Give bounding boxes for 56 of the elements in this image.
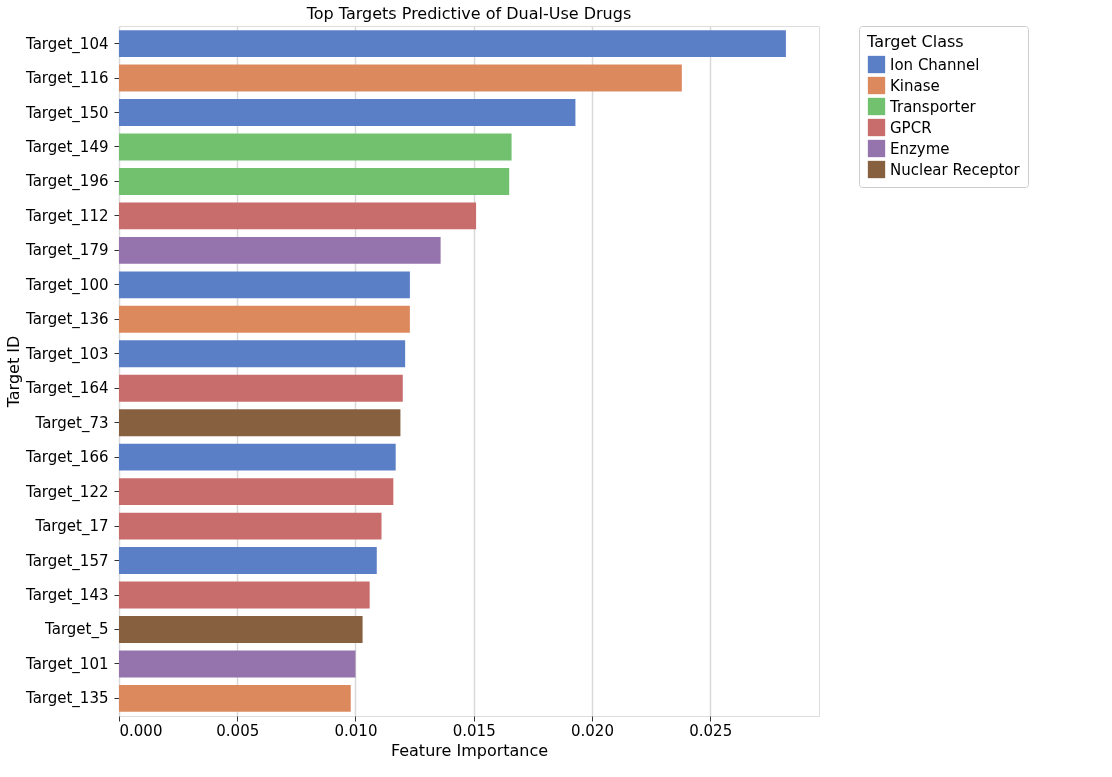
bar xyxy=(119,30,786,58)
x-tick-label: 0.010 xyxy=(334,721,378,740)
legend-label: Transporter xyxy=(889,97,977,116)
legend-label: Ion Channel xyxy=(890,55,980,74)
legend-label: Enzyme xyxy=(890,139,950,158)
y-tick-label: Target_112 xyxy=(24,206,109,226)
y-tick-label: Target_164 xyxy=(24,379,109,399)
bar xyxy=(119,443,396,471)
y-tick-label: Target_157 xyxy=(24,551,109,571)
y-tick-label: Target_122 xyxy=(24,482,109,502)
x-tick-label: 0.025 xyxy=(689,721,733,740)
bar xyxy=(119,547,377,574)
y-tick-label: Target_135 xyxy=(24,689,109,709)
y-tick-label: Target_179 xyxy=(24,241,109,261)
legend-label: GPCR xyxy=(890,118,932,137)
bar xyxy=(119,64,682,92)
legend-title: Target Class xyxy=(866,32,964,51)
bar xyxy=(119,236,441,264)
y-tick-label: Target_150 xyxy=(24,103,109,123)
bar xyxy=(119,374,403,402)
x-tick-label: 0.005 xyxy=(216,721,260,740)
y-tick-label: Target_166 xyxy=(24,448,109,468)
y-axis-title: Target ID xyxy=(3,335,23,409)
y-tick-label: Target_17 xyxy=(34,517,109,537)
bar xyxy=(119,340,406,368)
bar xyxy=(119,409,401,437)
y-tick-label: Target_143 xyxy=(24,586,109,606)
y-tick-label: Target_103 xyxy=(24,344,109,364)
bar xyxy=(119,684,351,712)
y-tick-label: Target_101 xyxy=(24,654,109,674)
bar xyxy=(119,581,370,609)
legend-label: Nuclear Receptor xyxy=(890,160,1021,179)
y-tick-label: Target_136 xyxy=(24,310,109,330)
bar xyxy=(119,616,363,643)
x-tick-label: 0.020 xyxy=(571,721,614,740)
y-tick-label: Target_149 xyxy=(24,137,109,157)
bar xyxy=(119,478,394,506)
x-tick-label: 0.000 xyxy=(119,721,163,740)
bar xyxy=(119,512,382,540)
y-tick-label: Target_196 xyxy=(24,172,109,192)
legend-label: Kinase xyxy=(890,76,940,95)
bar xyxy=(119,271,410,299)
bar xyxy=(119,99,576,126)
x-tick-label: 0.015 xyxy=(452,721,496,740)
x-axis-title: Feature Importance xyxy=(390,740,549,760)
bar xyxy=(119,202,477,230)
y-tick-label: Target_104 xyxy=(24,34,109,54)
y-tick-label: Target_100 xyxy=(24,275,109,295)
y-tick-label: Target_116 xyxy=(24,69,109,89)
bar xyxy=(119,650,356,678)
chart-title: Top Targets Predictive of Dual-Use Drugs xyxy=(305,3,632,23)
bar xyxy=(119,133,512,161)
y-tick-label: Target_73 xyxy=(34,413,109,433)
bar xyxy=(119,305,410,333)
bar xyxy=(119,168,510,195)
y-tick-label: Target_5 xyxy=(44,620,109,640)
